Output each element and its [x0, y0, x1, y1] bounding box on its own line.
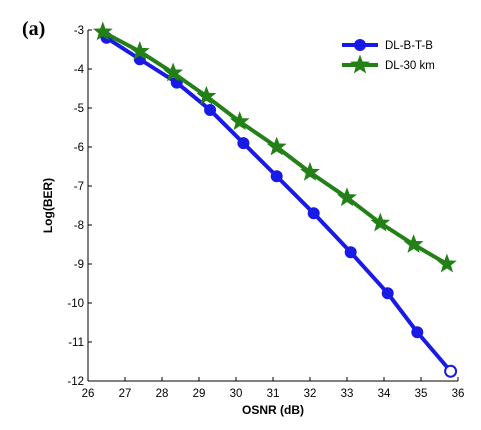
panel-label: (a): [22, 18, 45, 40]
x-tick-label: 36: [452, 388, 465, 400]
y-tick-label: -9: [74, 259, 84, 271]
series-2-point: [300, 161, 320, 181]
series-2-point: [92, 21, 113, 41]
x-tick-label: 27: [119, 388, 132, 400]
legend: DL-B-T-B DL-30 km: [342, 39, 435, 74]
x-axis-title: OSNR (dB): [242, 403, 304, 417]
x-tick-label: 35: [415, 388, 428, 400]
x-tick-label: 26: [82, 388, 95, 400]
y-tick-label: -8: [74, 220, 84, 232]
series-2-point: [229, 111, 250, 131]
series-1-point: [204, 103, 217, 116]
y-tick-label: -5: [74, 103, 84, 115]
y-ticks: -3 -4 -5 -6 -7 -8 -9 -10 -11 -12: [67, 25, 92, 388]
series-2-point: [196, 85, 217, 105]
x-tick-label: 33: [341, 388, 354, 400]
series-1-point: [444, 364, 458, 378]
legend-swatch-marker: [354, 39, 366, 51]
y-tick-label: -11: [68, 337, 84, 349]
series-2-point: [266, 136, 287, 156]
series-2-point: [337, 187, 357, 207]
x-tick-label: 29: [193, 388, 206, 400]
y-axis-title: Log(BER): [41, 178, 55, 233]
y-tick-label: -12: [67, 376, 84, 388]
x-tick-label: 31: [267, 388, 280, 400]
series-1-point: [237, 137, 250, 150]
series-1-point: [381, 287, 394, 300]
series-layer: [92, 21, 458, 378]
y-tick-label: -7: [74, 181, 84, 193]
series-2: [92, 21, 457, 273]
x-tick-label: 34: [378, 388, 391, 400]
x-tick-label: 32: [304, 388, 317, 400]
legend-label: DL-B-T-B: [385, 40, 433, 52]
legend-label: DL-30 km: [385, 60, 435, 72]
y-tick-label: -4: [74, 64, 85, 76]
series-1-line: [105, 36, 453, 373]
legend-item: DL-30 km: [342, 54, 435, 74]
x-tick-label: 28: [156, 388, 169, 400]
axes: [87, 30, 458, 382]
series-2-point: [129, 41, 150, 60]
x-tick-label: 30: [230, 388, 243, 400]
series-2-point: [436, 253, 457, 273]
y-tick-label: -6: [74, 142, 84, 154]
legend-item: DL-B-T-B: [342, 39, 433, 52]
series-2-point: [370, 212, 391, 232]
series-1-point: [270, 170, 283, 183]
x-ticks: 26 27 28 29 30 31 32 33 34 35 36: [82, 377, 465, 400]
y-tick-label: -10: [67, 298, 84, 310]
legend-swatch-marker: [350, 54, 370, 74]
y-tick-label: -3: [74, 25, 84, 37]
series-1: [100, 31, 458, 378]
series-1-point: [307, 207, 320, 220]
series-1-point: [344, 246, 357, 259]
series-1-point: [411, 326, 424, 339]
series-2-point: [403, 234, 424, 253]
series-2-point: [163, 62, 184, 82]
